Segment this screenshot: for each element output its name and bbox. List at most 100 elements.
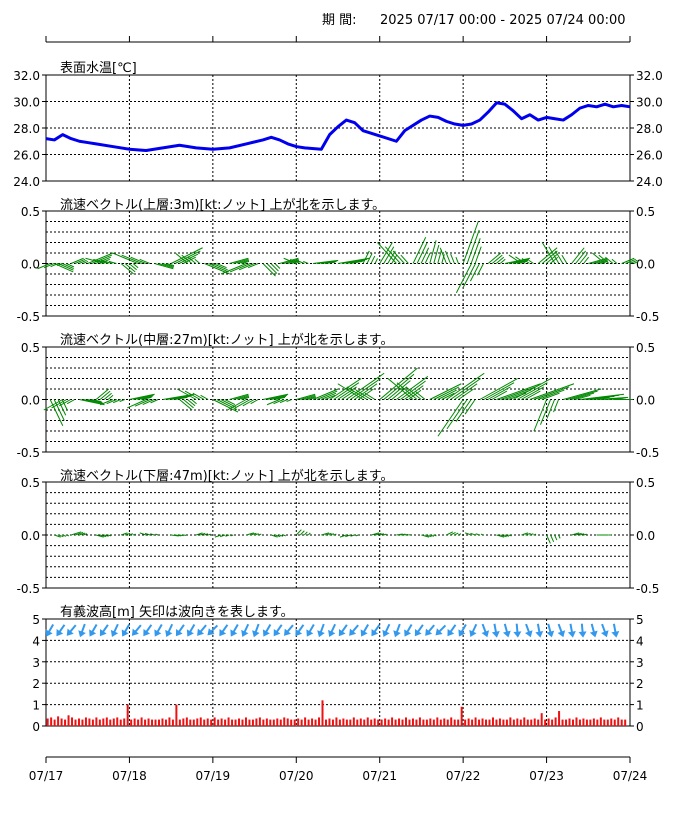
current-vector: [383, 373, 415, 400]
current-vector: [174, 252, 189, 264]
current-vector: [387, 378, 414, 400]
wave-arrow-head: [295, 629, 303, 637]
wave-height-bar: [244, 717, 247, 726]
current-vector: [377, 242, 397, 264]
wave-height-bar: [359, 718, 362, 726]
wave-direction-arrow: [262, 624, 272, 637]
wave-height-bar: [199, 717, 202, 726]
current-vector: [299, 530, 305, 536]
wave-height-bar: [606, 719, 609, 726]
y-tick-label-right: 0.5: [636, 205, 655, 219]
current-vector: [82, 260, 89, 264]
wave-direction-arrow: [207, 624, 219, 636]
wave-height-bar: [568, 718, 571, 726]
current-vector: [349, 260, 363, 264]
current-vector: [350, 378, 381, 400]
wave-height-bar: [523, 717, 526, 726]
current-vector: [458, 533, 462, 536]
current-vector: [196, 532, 203, 536]
current-vector: [274, 396, 286, 400]
current-vector: [106, 399, 117, 405]
current-vector: [333, 533, 337, 536]
current-vector: [474, 246, 482, 264]
period-label: 期 間:: [322, 13, 357, 28]
wave-height-bar: [370, 719, 373, 726]
current-vector: [216, 399, 238, 411]
wave-height-bar: [154, 719, 157, 726]
current-vector: [133, 394, 154, 400]
wave-height-bar: [495, 719, 498, 726]
wave-height-bar: [547, 718, 550, 726]
current-vector: [62, 263, 74, 269]
wave-height-bar: [443, 718, 446, 726]
wave-height-bar: [425, 719, 428, 726]
wave-height-bar: [478, 719, 481, 726]
current-vector: [405, 386, 422, 400]
wave-arrow-head: [175, 629, 183, 637]
current-vector: [324, 261, 336, 264]
wave-direction-arrow: [154, 624, 163, 637]
wave-arrow-head: [121, 629, 129, 637]
current-vector: [127, 399, 147, 409]
current-vector: [241, 396, 250, 400]
plot-layer: 32.0 32.030.0 30.028.0 28.026.0 26.024.0 24.0…: [13, 36, 663, 783]
current-vector: [520, 386, 545, 400]
current-vector: [242, 399, 255, 407]
current-vector: [546, 399, 556, 419]
wave-height-bar: [387, 719, 390, 726]
current-vector: [404, 533, 409, 536]
current-vector: [70, 257, 84, 264]
current-vector: [184, 390, 201, 400]
current-vector: [605, 256, 614, 264]
current-vector: [166, 263, 175, 267]
wave-direction-arrow: [273, 624, 283, 637]
current-vector: [132, 263, 139, 269]
current-vector: [571, 392, 595, 400]
wave-height-bar: [554, 717, 557, 726]
current-vector: [341, 258, 368, 264]
wave-direction-arrow: [491, 623, 500, 638]
current-vector: [291, 260, 300, 264]
wave-height-bar: [77, 718, 80, 726]
wave-height-bar: [157, 719, 160, 726]
current-vector: [454, 532, 459, 536]
wave-height-bar: [185, 717, 188, 726]
wave-height-bar: [450, 717, 453, 726]
wave-height-bar: [64, 719, 67, 726]
current-vector: [171, 534, 179, 537]
current-vector: [345, 534, 351, 538]
current-vector: [525, 532, 531, 536]
wave-height-bar: [286, 718, 289, 726]
current-vector: [476, 263, 484, 276]
middle-current-title: 流速ベクトル(中層:27m)[kt:ノット] 上が北を示します。: [60, 333, 393, 348]
current-vector: [529, 383, 575, 400]
current-vector: [561, 254, 568, 264]
y-tick-label-right: 0.0: [636, 529, 655, 543]
current-vector: [329, 533, 335, 536]
wave-height-bar: [168, 717, 171, 726]
y-tick-label-right: -0.5: [636, 310, 659, 324]
current-vector: [414, 390, 426, 400]
wave-height-bar: [488, 719, 491, 726]
current-vector: [59, 399, 71, 407]
wave-direction-arrow: [78, 623, 86, 638]
current-vector: [546, 534, 551, 544]
current-vector: [308, 396, 316, 400]
wave-arrow-head: [317, 630, 325, 638]
current-vector: [129, 393, 155, 400]
current-vector: [247, 263, 259, 269]
current-vector: [182, 256, 196, 264]
wave-arrow-head: [458, 629, 466, 637]
current-vector: [533, 399, 548, 432]
current-vector: [112, 252, 138, 264]
current-vector: [99, 534, 107, 538]
current-vector: [320, 392, 337, 400]
current-vector: [499, 258, 506, 264]
wave-arrow-head: [414, 629, 422, 637]
y-tick-label-left: 4: [32, 634, 40, 648]
y-tick-label-right: 0.0: [636, 258, 655, 272]
wave-height-bar: [418, 717, 421, 726]
current-vector: [214, 534, 222, 538]
wave-height-bar: [272, 719, 275, 726]
wave-direction-arrow: [404, 624, 413, 637]
